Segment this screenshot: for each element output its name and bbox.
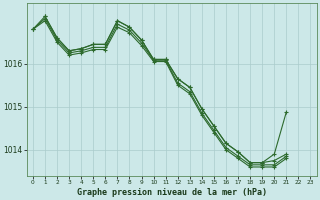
X-axis label: Graphe pression niveau de la mer (hPa): Graphe pression niveau de la mer (hPa) bbox=[77, 188, 267, 197]
